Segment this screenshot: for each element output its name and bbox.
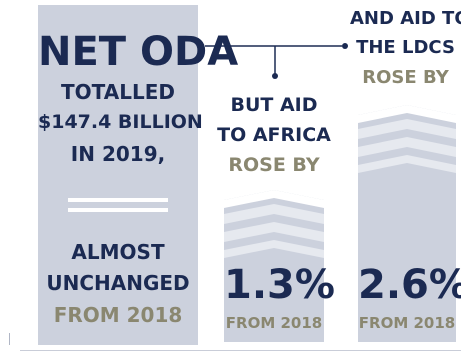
left-divider [68, 198, 168, 212]
left-line-almost: ALMOST [71, 240, 165, 264]
left-line-year: IN 2019, [70, 142, 166, 166]
africa-chevron-4 [224, 240, 324, 258]
africa-chevron-2 [224, 204, 324, 224]
right-line-rose-by: ROSE BY [362, 67, 449, 88]
right-line-the-ldcs: THE LDCS [356, 37, 455, 58]
connector-dot-right [342, 43, 348, 49]
africa-chevron-3 [224, 222, 324, 242]
left-panel [38, 5, 198, 345]
ldcs-percentage: 2.6% [358, 262, 461, 308]
africa-chevron-shape [224, 190, 324, 342]
africa-chevron-column [224, 190, 324, 342]
africa-percentage: 1.3% [224, 262, 335, 308]
left-edge-mark [9, 333, 10, 345]
ldcs-chevron-1 [358, 105, 456, 123]
ldcs-chevron-column [358, 105, 456, 342]
bottom-rule [20, 350, 461, 351]
left-line-amount: $147.4 BILLION [38, 111, 203, 133]
connector-dot-middle [272, 73, 278, 79]
africa-from-2018: FROM 2018 [225, 314, 323, 332]
middle-line-but-aid: BUT AID [230, 94, 318, 116]
left-divider-line-bottom [68, 208, 168, 212]
right-line-and-aid-to: AND AID TO [350, 8, 461, 29]
ldcs-chevron-2 [358, 119, 456, 139]
left-line-from: FROM 2018 [53, 303, 183, 327]
middle-line-rose-by: ROSE BY [228, 154, 320, 176]
ldcs-from-2018: FROM 2018 [358, 314, 456, 332]
left-line-totalled: TOTALLED [61, 80, 175, 104]
middle-line-to-africa: TO AFRICA [217, 124, 331, 146]
left-line-unchanged: UNCHANGED [46, 271, 190, 295]
africa-chevron-1 [224, 190, 324, 208]
left-divider-line-top [68, 198, 168, 202]
ldcs-chevron-3 [358, 137, 456, 157]
ldcs-chevron-shape [358, 105, 456, 342]
ldcs-chevron-4 [358, 155, 456, 173]
